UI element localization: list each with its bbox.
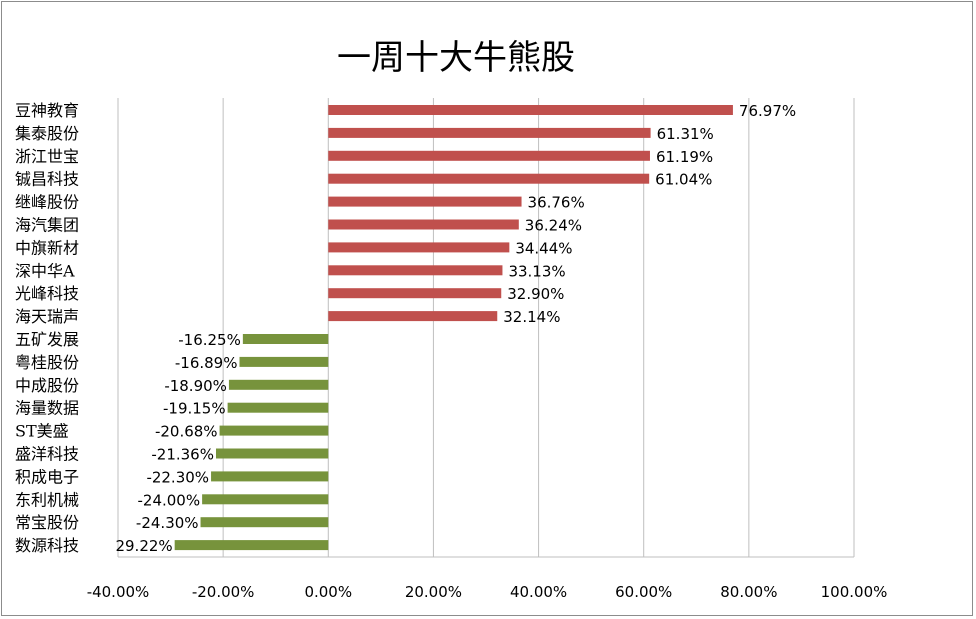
bar	[328, 242, 510, 253]
value-label: -20.68%	[155, 423, 218, 441]
value-label: -24.30%	[136, 514, 199, 532]
bar	[328, 288, 502, 299]
x-tick-label: -40.00%	[87, 583, 150, 601]
chart-title: 一周十大牛熊股	[337, 38, 575, 78]
category-label: 豆神教育	[15, 101, 79, 120]
grid-lines	[117, 98, 855, 558]
x-tick-label: 40.00%	[510, 583, 567, 601]
x-tick-label: 0.00%	[304, 583, 352, 601]
value-label: 61.04%	[655, 171, 712, 189]
category-label: 海天瑞声	[15, 307, 79, 326]
category-label: 中成股份	[15, 376, 79, 395]
category-label: 常宝股份	[15, 513, 79, 532]
bar	[328, 173, 650, 184]
bar	[242, 334, 329, 344]
category-label: 积成电子	[15, 467, 79, 486]
labels: -40.00% -20.00% 0.00% 20.00% 40.00% 60.00% 80.…	[15, 101, 887, 601]
value-label: 36.24%	[525, 217, 582, 235]
bar	[211, 471, 329, 482]
x-tick-label: 100.00%	[821, 583, 888, 601]
bars	[174, 105, 733, 551]
category-label: 深中华A	[15, 261, 75, 280]
category-label: 浙江世宝	[15, 147, 79, 166]
category-label: 集泰股份	[15, 124, 79, 143]
value-label: 32.90%	[507, 285, 564, 303]
bar	[328, 196, 522, 207]
x-tick-label: 80.00%	[720, 583, 777, 601]
value-label: 34.44%	[515, 239, 572, 257]
bar	[174, 540, 329, 551]
value-label: -16.89%	[175, 354, 238, 372]
bar	[328, 311, 498, 322]
value-label: -21.36%	[151, 446, 214, 464]
category-label: 铖昌科技	[15, 170, 79, 189]
value-label: 33.13%	[508, 262, 565, 280]
bar	[328, 150, 650, 161]
x-tick-label: -20.00%	[192, 583, 255, 601]
value-label: -19.15%	[163, 400, 226, 418]
category-label: 光峰科技	[15, 284, 79, 303]
bar	[219, 425, 329, 436]
x-tick-label: 20.00%	[405, 583, 462, 601]
category-label: 数源科技	[15, 536, 79, 555]
value-label: 61.31%	[657, 125, 714, 143]
category-label: 海汽集团	[15, 216, 79, 235]
value-label: -18.90%	[164, 377, 227, 395]
category-label: 东利机械	[15, 490, 79, 509]
value-label: 36.76%	[528, 194, 585, 212]
value-label: -16.25%	[178, 331, 241, 349]
value-label: 29.22%	[115, 537, 172, 555]
category-label: 继峰股份	[15, 193, 79, 212]
x-tick-label: 60.00%	[615, 583, 672, 601]
category-label: ST美盛	[15, 422, 69, 441]
category-label: 海量数据	[15, 399, 79, 418]
bar	[215, 448, 329, 459]
value-label: 32.14%	[503, 308, 560, 326]
bar	[328, 265, 503, 276]
bar	[227, 402, 329, 413]
bar	[239, 356, 329, 367]
bar	[328, 127, 651, 138]
category-label: 五矿发展	[15, 330, 79, 349]
value-label: 76.97%	[739, 102, 796, 120]
bar	[328, 105, 733, 115]
category-label: 中旗新材	[15, 238, 79, 257]
value-label: 61.19%	[656, 148, 713, 166]
value-label: -24.00%	[138, 491, 201, 509]
category-label: 粤桂股份	[15, 353, 79, 372]
bar	[328, 219, 519, 230]
bar	[200, 517, 329, 528]
bar	[228, 379, 329, 390]
category-label: 盛洋科技	[15, 445, 79, 464]
bar	[202, 494, 329, 505]
value-label: -22.30%	[146, 468, 209, 486]
